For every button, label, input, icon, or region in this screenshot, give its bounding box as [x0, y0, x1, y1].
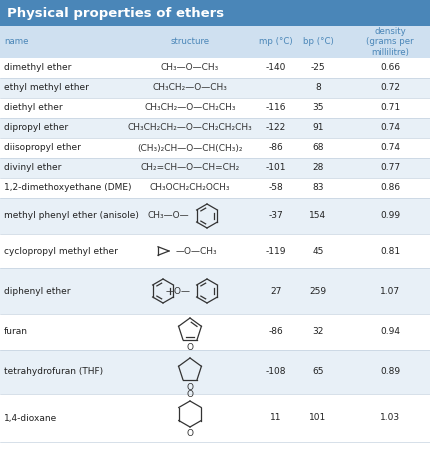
Text: diphenyl ether: diphenyl ether [4, 287, 71, 295]
Bar [0, 178, 430, 198]
Text: -58: -58 [269, 184, 283, 193]
Text: 0.94: 0.94 [380, 328, 400, 337]
Text: -101: -101 [266, 163, 286, 172]
Text: O: O [187, 429, 194, 438]
Text: 45: 45 [312, 246, 324, 255]
Text: 0.72: 0.72 [380, 84, 400, 93]
Text: -108: -108 [266, 368, 286, 377]
Text: CH₃—O—: CH₃—O— [148, 211, 190, 220]
Text: CH₃—O—CH₃: CH₃—O—CH₃ [161, 64, 219, 73]
Text: 35: 35 [312, 103, 324, 112]
Text: -116: -116 [266, 103, 286, 112]
Text: -140: -140 [266, 64, 286, 73]
Text: -86: -86 [269, 143, 283, 152]
Text: 83: 83 [312, 184, 324, 193]
Text: CH₃CH₂—O—CH₃: CH₃CH₂—O—CH₃ [153, 84, 227, 93]
Bar [0, 314, 430, 350]
Bar [0, 198, 430, 234]
Text: diethyl ether: diethyl ether [4, 103, 63, 112]
Bar [0, 234, 430, 268]
Text: 0.66: 0.66 [380, 64, 400, 73]
Text: CH₂=CH—O—CH=CH₂: CH₂=CH—O—CH=CH₂ [140, 163, 240, 172]
Text: 0.89: 0.89 [380, 368, 400, 377]
Bar [0, 138, 430, 158]
Text: 1,2-dimethoxyethane (DME): 1,2-dimethoxyethane (DME) [4, 184, 132, 193]
Text: 0.77: 0.77 [380, 163, 400, 172]
Text: —O—CH₃: —O—CH₃ [176, 246, 218, 255]
Text: 154: 154 [310, 211, 326, 220]
Text: (CH₃)₂CH—O—CH(CH₃)₂: (CH₃)₂CH—O—CH(CH₃)₂ [137, 143, 243, 152]
Text: 11: 11 [270, 413, 282, 422]
Bar [0, 26, 430, 58]
Text: tetrahydrofuran (THF): tetrahydrofuran (THF) [4, 368, 103, 377]
Text: CH₃OCH₂CH₂OCH₃: CH₃OCH₂CH₂OCH₃ [150, 184, 230, 193]
Bar [0, 118, 430, 138]
Text: -37: -37 [269, 211, 283, 220]
Bar [0, 0, 430, 26]
Text: dipropyl ether: dipropyl ether [4, 124, 68, 133]
Text: ethyl methyl ether: ethyl methyl ether [4, 84, 89, 93]
Text: 259: 259 [310, 287, 326, 295]
Text: CH₃CH₂—O—CH₂CH₃: CH₃CH₂—O—CH₂CH₃ [144, 103, 236, 112]
Text: O: O [187, 344, 194, 353]
Text: 0.71: 0.71 [380, 103, 400, 112]
Bar [0, 158, 430, 178]
Text: structure: structure [170, 37, 209, 47]
Bar [0, 268, 430, 314]
Text: -119: -119 [266, 246, 286, 255]
Text: O: O [187, 390, 194, 399]
Text: 101: 101 [309, 413, 327, 422]
Text: methyl phenyl ether (anisole): methyl phenyl ether (anisole) [4, 211, 139, 220]
Text: 0.81: 0.81 [380, 246, 400, 255]
Text: density
(grams per
millilitre): density (grams per millilitre) [366, 27, 414, 57]
Text: —O—: —O— [166, 287, 190, 295]
Text: -122: -122 [266, 124, 286, 133]
Text: -25: -25 [311, 64, 326, 73]
Bar [0, 394, 430, 442]
Text: 1.03: 1.03 [380, 413, 400, 422]
Text: 8: 8 [315, 84, 321, 93]
Bar [0, 350, 430, 394]
Bar [0, 78, 430, 98]
Text: 1,4-dioxane: 1,4-dioxane [4, 413, 57, 422]
Text: 0.99: 0.99 [380, 211, 400, 220]
Text: 0.86: 0.86 [380, 184, 400, 193]
Text: -86: -86 [269, 328, 283, 337]
Text: divinyl ether: divinyl ether [4, 163, 61, 172]
Text: CH₃CH₂CH₂—O—CH₂CH₂CH₃: CH₃CH₂CH₂—O—CH₂CH₂CH₃ [128, 124, 252, 133]
Text: mp (°C): mp (°C) [259, 37, 293, 47]
Text: 91: 91 [312, 124, 324, 133]
Text: 0.74: 0.74 [380, 143, 400, 152]
Text: diisopropyl ether: diisopropyl ether [4, 143, 81, 152]
Text: name: name [4, 37, 28, 47]
Bar [0, 98, 430, 118]
Text: bp (°C): bp (°C) [303, 37, 333, 47]
Text: 68: 68 [312, 143, 324, 152]
Bar [0, 58, 430, 78]
Text: cyclopropyl methyl ether: cyclopropyl methyl ether [4, 246, 118, 255]
Text: 27: 27 [270, 287, 282, 295]
Text: Physical properties of ethers: Physical properties of ethers [7, 7, 224, 19]
Text: 28: 28 [312, 163, 324, 172]
Text: 1.07: 1.07 [380, 287, 400, 295]
Text: 32: 32 [312, 328, 324, 337]
Text: O: O [187, 383, 194, 393]
Text: dimethyl ether: dimethyl ether [4, 64, 71, 73]
Text: 65: 65 [312, 368, 324, 377]
Text: furan: furan [4, 328, 28, 337]
Text: 0.74: 0.74 [380, 124, 400, 133]
